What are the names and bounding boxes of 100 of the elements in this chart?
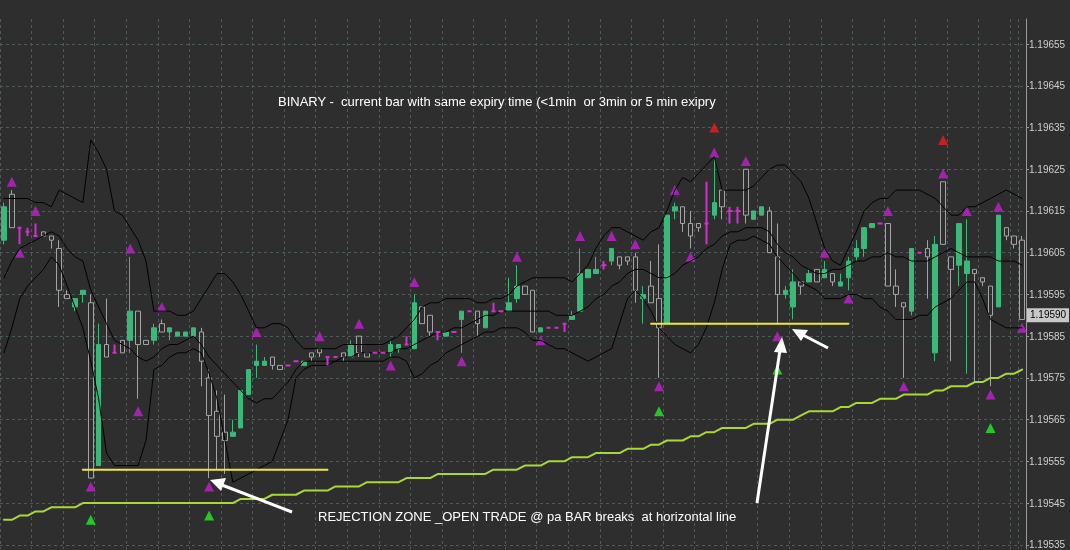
y-tick-label: 1.19575 — [1029, 372, 1066, 384]
candlestick — [680, 206, 685, 233]
point — [385, 360, 396, 371]
candlestick — [183, 331, 188, 337]
point — [709, 147, 720, 158]
candlestick — [246, 369, 251, 396]
candlestick — [775, 222, 780, 325]
candlestick — [443, 331, 449, 337]
candlestick — [56, 239, 62, 308]
candlestick — [522, 285, 528, 295]
point — [314, 331, 325, 342]
candlestick — [32, 222, 39, 238]
point — [409, 276, 420, 287]
point — [85, 481, 96, 492]
candlestick — [759, 206, 764, 216]
candlestick — [640, 285, 646, 325]
candlestick — [16, 226, 23, 246]
candlestick — [412, 293, 417, 350]
point — [961, 205, 972, 216]
candlestick — [656, 243, 662, 379]
point — [1017, 322, 1028, 333]
point — [898, 381, 909, 392]
candlestick — [585, 268, 591, 279]
y-tick-label: 1.19535 — [1029, 539, 1066, 550]
candlestick — [159, 318, 165, 333]
candlestick — [932, 235, 938, 362]
candlestick — [199, 327, 204, 387]
candlestick — [230, 419, 236, 437]
candlestick — [151, 323, 157, 346]
y-tick-label: 1.19545 — [1029, 497, 1066, 509]
candlestick — [135, 310, 141, 400]
candlestick — [254, 344, 259, 379]
candlestick — [838, 273, 843, 287]
candlestick — [364, 352, 370, 358]
candlestick — [143, 339, 149, 346]
candlestick — [104, 298, 109, 358]
candlestick — [80, 289, 86, 304]
candlestick — [530, 289, 535, 333]
candlestick — [734, 205, 742, 225]
point — [14, 247, 25, 258]
candlestick — [577, 248, 583, 312]
point — [511, 251, 522, 262]
candlestick — [1011, 235, 1017, 250]
candlestick — [806, 268, 812, 283]
point — [709, 122, 720, 133]
candlestick — [719, 189, 725, 220]
candlestick — [427, 314, 433, 337]
candlestick — [948, 256, 954, 362]
annotation: 1.19590 — [1030, 308, 1067, 320]
candlestick — [49, 235, 54, 250]
candlestick — [617, 256, 622, 270]
point — [85, 514, 96, 525]
y-tick-label: 1.19635 — [1029, 122, 1066, 133]
point — [606, 231, 617, 242]
candlestick — [1, 202, 7, 245]
candlestick — [609, 248, 614, 266]
candlestick — [830, 273, 835, 287]
candlestick — [127, 256, 133, 354]
y-tick-label: 1.19645 — [1029, 80, 1066, 92]
candlestick — [270, 356, 275, 371]
point — [654, 381, 665, 392]
point — [993, 201, 1004, 212]
candlestick — [726, 205, 734, 225]
candlestick — [964, 218, 970, 375]
candlestick — [790, 268, 796, 320]
candlestick — [483, 310, 488, 329]
candlestick — [751, 210, 756, 220]
candlestick — [988, 285, 993, 387]
point — [985, 422, 996, 433]
candlestick — [783, 285, 788, 300]
point — [251, 326, 262, 337]
candlestick — [893, 268, 899, 308]
candlestick — [633, 252, 638, 304]
candlestick — [696, 222, 701, 233]
candlestick — [648, 260, 654, 304]
candlestick — [238, 389, 243, 429]
candlestick — [743, 168, 749, 224]
candlestick — [120, 339, 125, 354]
candlestick — [459, 310, 464, 354]
candlestick — [972, 268, 977, 383]
y-tick-label: 1.19585 — [1029, 330, 1066, 342]
candlestick — [798, 281, 804, 295]
candlestick — [767, 206, 772, 254]
candlestick — [854, 239, 859, 262]
candlestick — [569, 310, 575, 320]
y-tick-label: 1.19615 — [1029, 205, 1066, 217]
candlestick — [88, 293, 94, 479]
y-tick-label: 1.19565 — [1029, 414, 1066, 426]
candlestick — [538, 327, 543, 333]
candlestick — [940, 181, 946, 245]
y-tick-label: 1.19605 — [1029, 247, 1066, 259]
candlestick — [901, 302, 906, 379]
candlestick — [434, 330, 442, 342]
point — [204, 510, 215, 521]
candlestick — [909, 248, 914, 316]
point — [456, 356, 467, 367]
point — [575, 231, 586, 242]
point — [630, 239, 641, 250]
candlestick — [846, 256, 851, 291]
point — [6, 176, 17, 187]
